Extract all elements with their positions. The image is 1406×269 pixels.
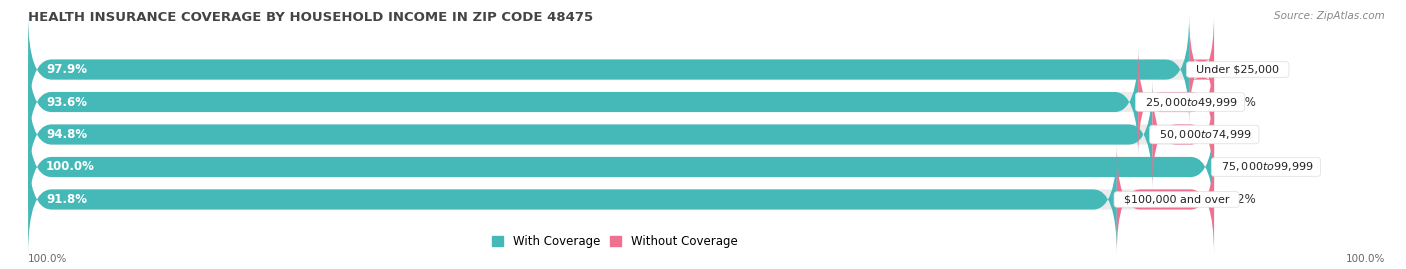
Legend: With Coverage, Without Coverage: With Coverage, Without Coverage [486, 230, 742, 253]
FancyBboxPatch shape [28, 47, 1137, 157]
Text: 100.0%: 100.0% [28, 254, 67, 264]
FancyBboxPatch shape [28, 112, 1213, 222]
FancyBboxPatch shape [1137, 47, 1213, 157]
Text: 91.8%: 91.8% [46, 193, 87, 206]
FancyBboxPatch shape [28, 15, 1213, 125]
FancyBboxPatch shape [1189, 15, 1213, 125]
Text: $75,000 to $99,999: $75,000 to $99,999 [1213, 161, 1317, 174]
FancyBboxPatch shape [28, 144, 1116, 254]
FancyBboxPatch shape [1116, 144, 1213, 254]
FancyBboxPatch shape [1153, 80, 1213, 189]
Text: 6.4%: 6.4% [1226, 95, 1256, 108]
Text: 100.0%: 100.0% [46, 161, 94, 174]
FancyBboxPatch shape [28, 80, 1213, 189]
FancyBboxPatch shape [28, 112, 1213, 222]
FancyBboxPatch shape [28, 15, 1189, 125]
Text: 97.9%: 97.9% [46, 63, 87, 76]
FancyBboxPatch shape [28, 47, 1213, 157]
Text: 8.2%: 8.2% [1226, 193, 1256, 206]
Text: Under $25,000: Under $25,000 [1189, 65, 1286, 75]
Text: 2.1%: 2.1% [1226, 63, 1256, 76]
Text: 93.6%: 93.6% [46, 95, 87, 108]
FancyBboxPatch shape [28, 144, 1213, 254]
Text: 100.0%: 100.0% [1346, 254, 1385, 264]
Text: $25,000 to $49,999: $25,000 to $49,999 [1137, 95, 1241, 108]
Text: HEALTH INSURANCE COVERAGE BY HOUSEHOLD INCOME IN ZIP CODE 48475: HEALTH INSURANCE COVERAGE BY HOUSEHOLD I… [28, 11, 593, 24]
Text: 5.2%: 5.2% [1226, 128, 1256, 141]
FancyBboxPatch shape [28, 80, 1153, 189]
Text: $50,000 to $74,999: $50,000 to $74,999 [1153, 128, 1256, 141]
Text: 0.0%: 0.0% [1226, 161, 1256, 174]
Text: 94.8%: 94.8% [46, 128, 87, 141]
Text: $100,000 and over: $100,000 and over [1116, 194, 1236, 204]
Text: Source: ZipAtlas.com: Source: ZipAtlas.com [1274, 11, 1385, 21]
